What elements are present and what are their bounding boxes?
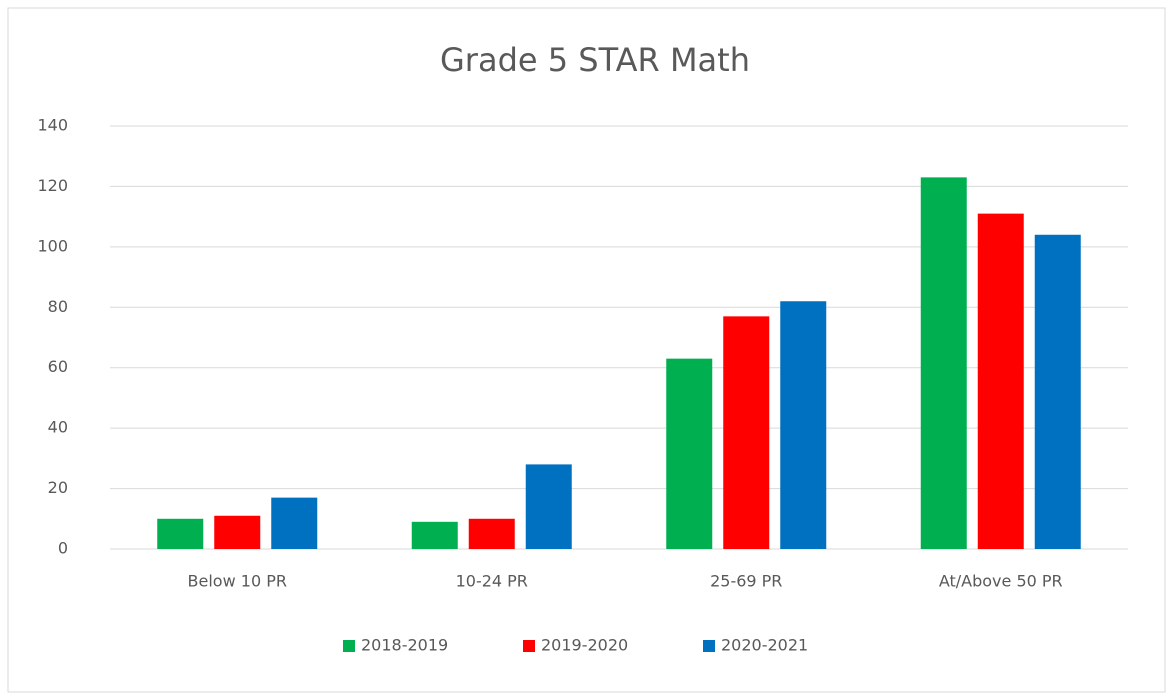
legend-swatch (703, 640, 715, 652)
bar (666, 358, 713, 549)
y-tick-label: 80 (48, 297, 68, 316)
y-tick-label: 140 (37, 116, 68, 135)
x-tick-label: Below 10 PR (188, 572, 287, 591)
legend-label: 2019-2020 (541, 636, 628, 655)
y-tick-label: 100 (37, 236, 68, 255)
x-tick-label: At/Above 50 PR (939, 572, 1063, 591)
legend-label: 2020-2021 (721, 636, 808, 655)
bar (977, 213, 1024, 549)
bar (723, 316, 770, 549)
bar (157, 518, 204, 549)
x-tick-label: 10-24 PR (456, 572, 528, 591)
y-tick-label: 60 (48, 357, 68, 376)
bar (525, 464, 572, 549)
legend-label: 2018-2019 (361, 636, 448, 655)
y-tick-label: 120 (37, 176, 68, 195)
bar (214, 515, 261, 549)
x-tick-label: 25-69 PR (710, 572, 782, 591)
y-tick-label: 40 (48, 418, 68, 437)
bar (468, 518, 515, 549)
bar (411, 521, 458, 549)
chart-title: Grade 5 STAR Math (440, 41, 750, 79)
y-tick-label: 20 (48, 478, 68, 497)
bar (920, 177, 967, 549)
bar (271, 497, 318, 549)
chart-frame (7, 7, 1166, 693)
bar (1034, 234, 1081, 549)
legend-swatch (343, 640, 355, 652)
bar (780, 301, 827, 549)
y-tick-label: 0 (58, 539, 68, 558)
legend-swatch (523, 640, 535, 652)
